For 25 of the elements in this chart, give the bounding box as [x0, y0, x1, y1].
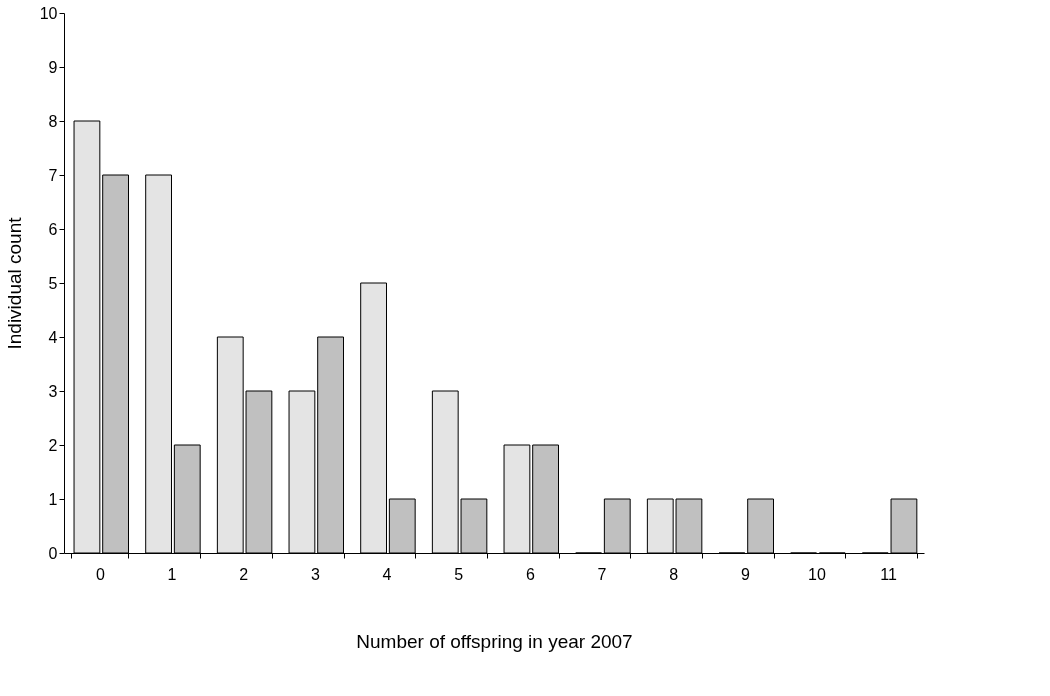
y-tick-label: 3 — [48, 382, 58, 400]
x-tick-label: 3 — [310, 565, 320, 583]
y-tick-label: 7 — [48, 166, 58, 184]
y-tick-label: 9 — [48, 58, 58, 76]
y-tick-label: 0 — [48, 544, 58, 562]
x-tick-label: 9 — [740, 565, 750, 583]
x-tick-label: 5 — [454, 565, 464, 583]
x-tick-label: 6 — [525, 565, 535, 583]
y-axis-title: Individual count — [3, 216, 25, 350]
x-tick-label: 4 — [382, 565, 392, 583]
x-tick-label: 7 — [597, 565, 607, 583]
y-tick-label: 1 — [48, 490, 58, 508]
y-tick-label: 10 — [39, 4, 58, 22]
y-tick-label: 5 — [48, 274, 58, 292]
y-tick-label: 2 — [48, 436, 58, 454]
x-tick-label: 8 — [669, 565, 679, 583]
y-tick-label: 8 — [48, 112, 58, 130]
x-tick-label: 2 — [239, 565, 249, 583]
x-axis-title: Number of offspring in year 2007 — [356, 630, 633, 652]
x-tick-label: 0 — [95, 565, 105, 583]
x-tick-label: 1 — [167, 565, 177, 583]
y-tick-label: 6 — [48, 220, 58, 238]
y-tick-label: 4 — [48, 328, 58, 346]
x-tick-label: 11 — [880, 565, 898, 583]
x-tick-label: 10 — [808, 565, 826, 583]
